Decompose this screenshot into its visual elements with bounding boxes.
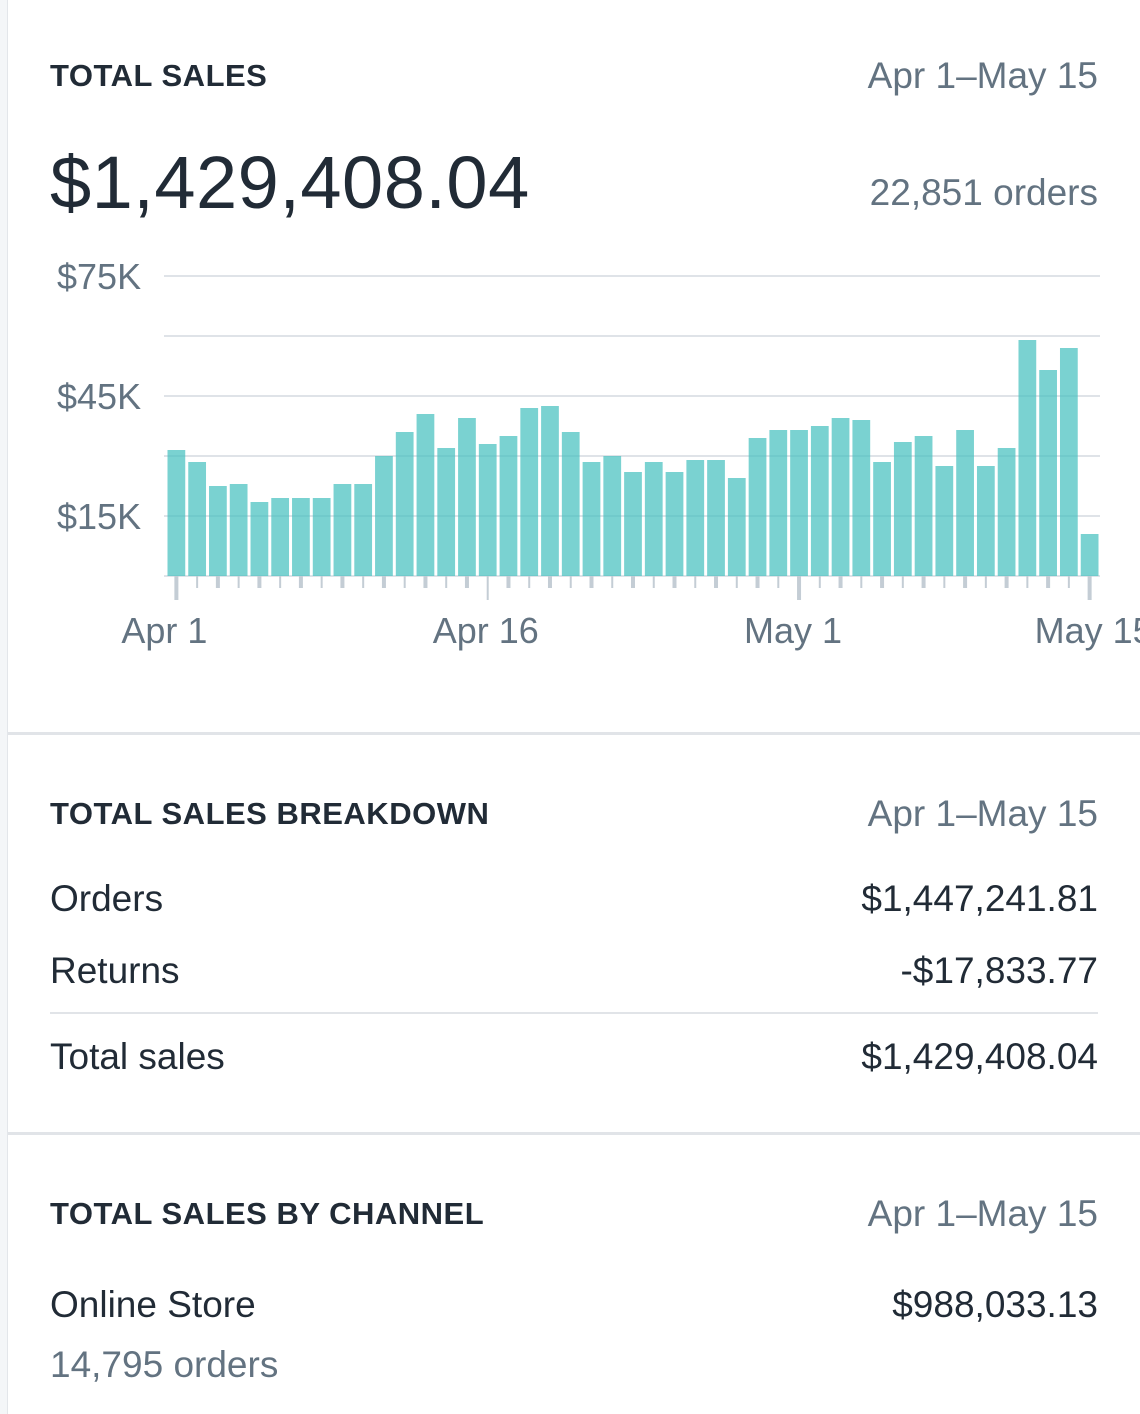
total-sales-title: TOTAL SALES [50,58,268,93]
bar [914,436,933,576]
bar [375,456,393,576]
bar [603,456,622,576]
breakdown-orders-label: Orders [50,878,164,919]
bar [997,448,1016,576]
bar [1080,534,1099,576]
bar [644,462,663,576]
bar [935,466,954,576]
bar [167,450,186,576]
bar [312,498,331,576]
bar [541,406,559,576]
breakdown-total-rule [50,1012,1098,1014]
x-tick-label: Apr 1 [121,610,207,651]
bar [1018,340,1037,576]
total-sales-card [8,0,1140,732]
bar [333,484,352,576]
bar [561,432,580,576]
by-channel-date-range[interactable]: Apr 1–May 15 [867,1193,1098,1234]
sales-bar-chart: $75K $45K $15K Apr 1 Apr 16 May 1 May 15 [57,256,1140,651]
bar [748,438,767,576]
bar [395,432,414,576]
bar [1059,348,1078,576]
breakdown-returns-label: Returns [50,950,180,991]
bar [665,472,684,576]
bar [437,448,456,576]
bar [292,498,310,576]
section-divider [8,732,1140,735]
x-tick-label: May 15 [1035,610,1140,651]
total-sales-amount: $1,429,408.04 [50,141,530,224]
bar [873,462,891,576]
bar [478,444,497,576]
total-sales-date-range[interactable]: Apr 1–May 15 [867,55,1098,96]
x-tick-label: Apr 16 [433,610,539,651]
breakdown-date-range[interactable]: Apr 1–May 15 [867,793,1098,834]
bar [188,462,207,576]
breakdown-orders-value: $1,447,241.81 [861,878,1098,919]
bar [499,436,518,576]
left-rail [0,0,8,1414]
bar [209,486,227,576]
bar [229,484,248,576]
bar [250,502,269,576]
breakdown-title: TOTAL SALES BREAKDOWN [50,796,490,831]
bar [790,430,808,576]
y-tick-label: $75K [57,256,141,297]
bar [354,484,373,576]
y-tick-label: $45K [57,376,141,417]
bar [769,430,788,576]
bar [893,442,912,576]
bar [727,478,746,576]
channel-online-store-name[interactable]: Online Store [50,1284,256,1325]
channel-online-store-orders: 14,795 orders [50,1344,279,1385]
channel-online-store-value: $988,033.13 [892,1284,1098,1325]
total-orders-count: 22,851 orders [869,172,1098,213]
bar [1039,370,1057,576]
bar [852,420,871,576]
bar [956,430,974,576]
breakdown-returns-value: -$17,833.77 [900,950,1098,991]
bar [686,460,705,576]
bar [976,466,995,576]
bar [271,498,290,576]
bar [458,418,476,576]
by-channel-title: TOTAL SALES BY CHANNEL [50,1196,485,1231]
bar [624,472,642,576]
bar [582,462,601,576]
y-tick-label: $15K [57,496,141,537]
bar [416,414,435,576]
breakdown-total-value: $1,429,408.04 [861,1036,1098,1077]
section-divider [8,1132,1140,1135]
bar [810,426,829,576]
bar [707,460,725,576]
bar [831,418,850,576]
bar [520,408,539,576]
x-tick-label: May 1 [744,610,842,651]
breakdown-total-label: Total sales [50,1036,225,1077]
